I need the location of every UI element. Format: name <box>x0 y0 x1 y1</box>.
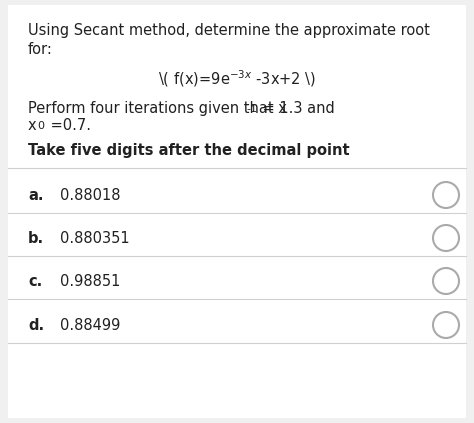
Text: b.: b. <box>28 231 44 245</box>
Text: for:: for: <box>28 42 53 57</box>
Text: 0.98851: 0.98851 <box>60 274 120 288</box>
Text: \( f(x)=9e$^{-3x}$ -3x+2 \): \( f(x)=9e$^{-3x}$ -3x+2 \) <box>158 68 316 89</box>
Text: x: x <box>28 118 36 133</box>
Text: c.: c. <box>28 274 42 288</box>
Text: 0.880351: 0.880351 <box>60 231 129 245</box>
Text: -1: -1 <box>246 104 257 114</box>
Text: d.: d. <box>28 318 44 332</box>
Text: Take five digits after the decimal point: Take five digits after the decimal point <box>28 143 350 158</box>
Text: Perform four iterations given that x: Perform four iterations given that x <box>28 101 287 116</box>
Text: = 1.3 and: = 1.3 and <box>258 101 335 116</box>
Text: 0.88018: 0.88018 <box>60 187 120 203</box>
Text: =0.7.: =0.7. <box>46 118 91 133</box>
Text: 0.88499: 0.88499 <box>60 318 120 332</box>
Text: a.: a. <box>28 187 44 203</box>
Text: 0: 0 <box>37 121 44 131</box>
Text: Using Secant method, determine the approximate root: Using Secant method, determine the appro… <box>28 23 430 38</box>
